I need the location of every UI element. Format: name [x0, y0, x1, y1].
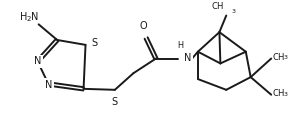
Text: CH: CH: [272, 89, 284, 98]
Text: CH: CH: [272, 53, 284, 62]
Text: O: O: [139, 21, 147, 31]
Text: H: H: [177, 41, 183, 50]
Text: 3: 3: [284, 92, 288, 97]
Text: 3: 3: [284, 56, 288, 60]
Text: N: N: [184, 53, 191, 63]
Text: N: N: [34, 56, 41, 66]
Text: S: S: [112, 97, 118, 107]
Text: H: H: [20, 12, 28, 22]
Text: 2: 2: [27, 16, 31, 22]
Text: N: N: [31, 12, 38, 22]
Text: S: S: [92, 38, 98, 48]
Text: CH: CH: [212, 2, 224, 11]
Text: N: N: [45, 80, 52, 90]
Text: 3: 3: [231, 9, 235, 14]
